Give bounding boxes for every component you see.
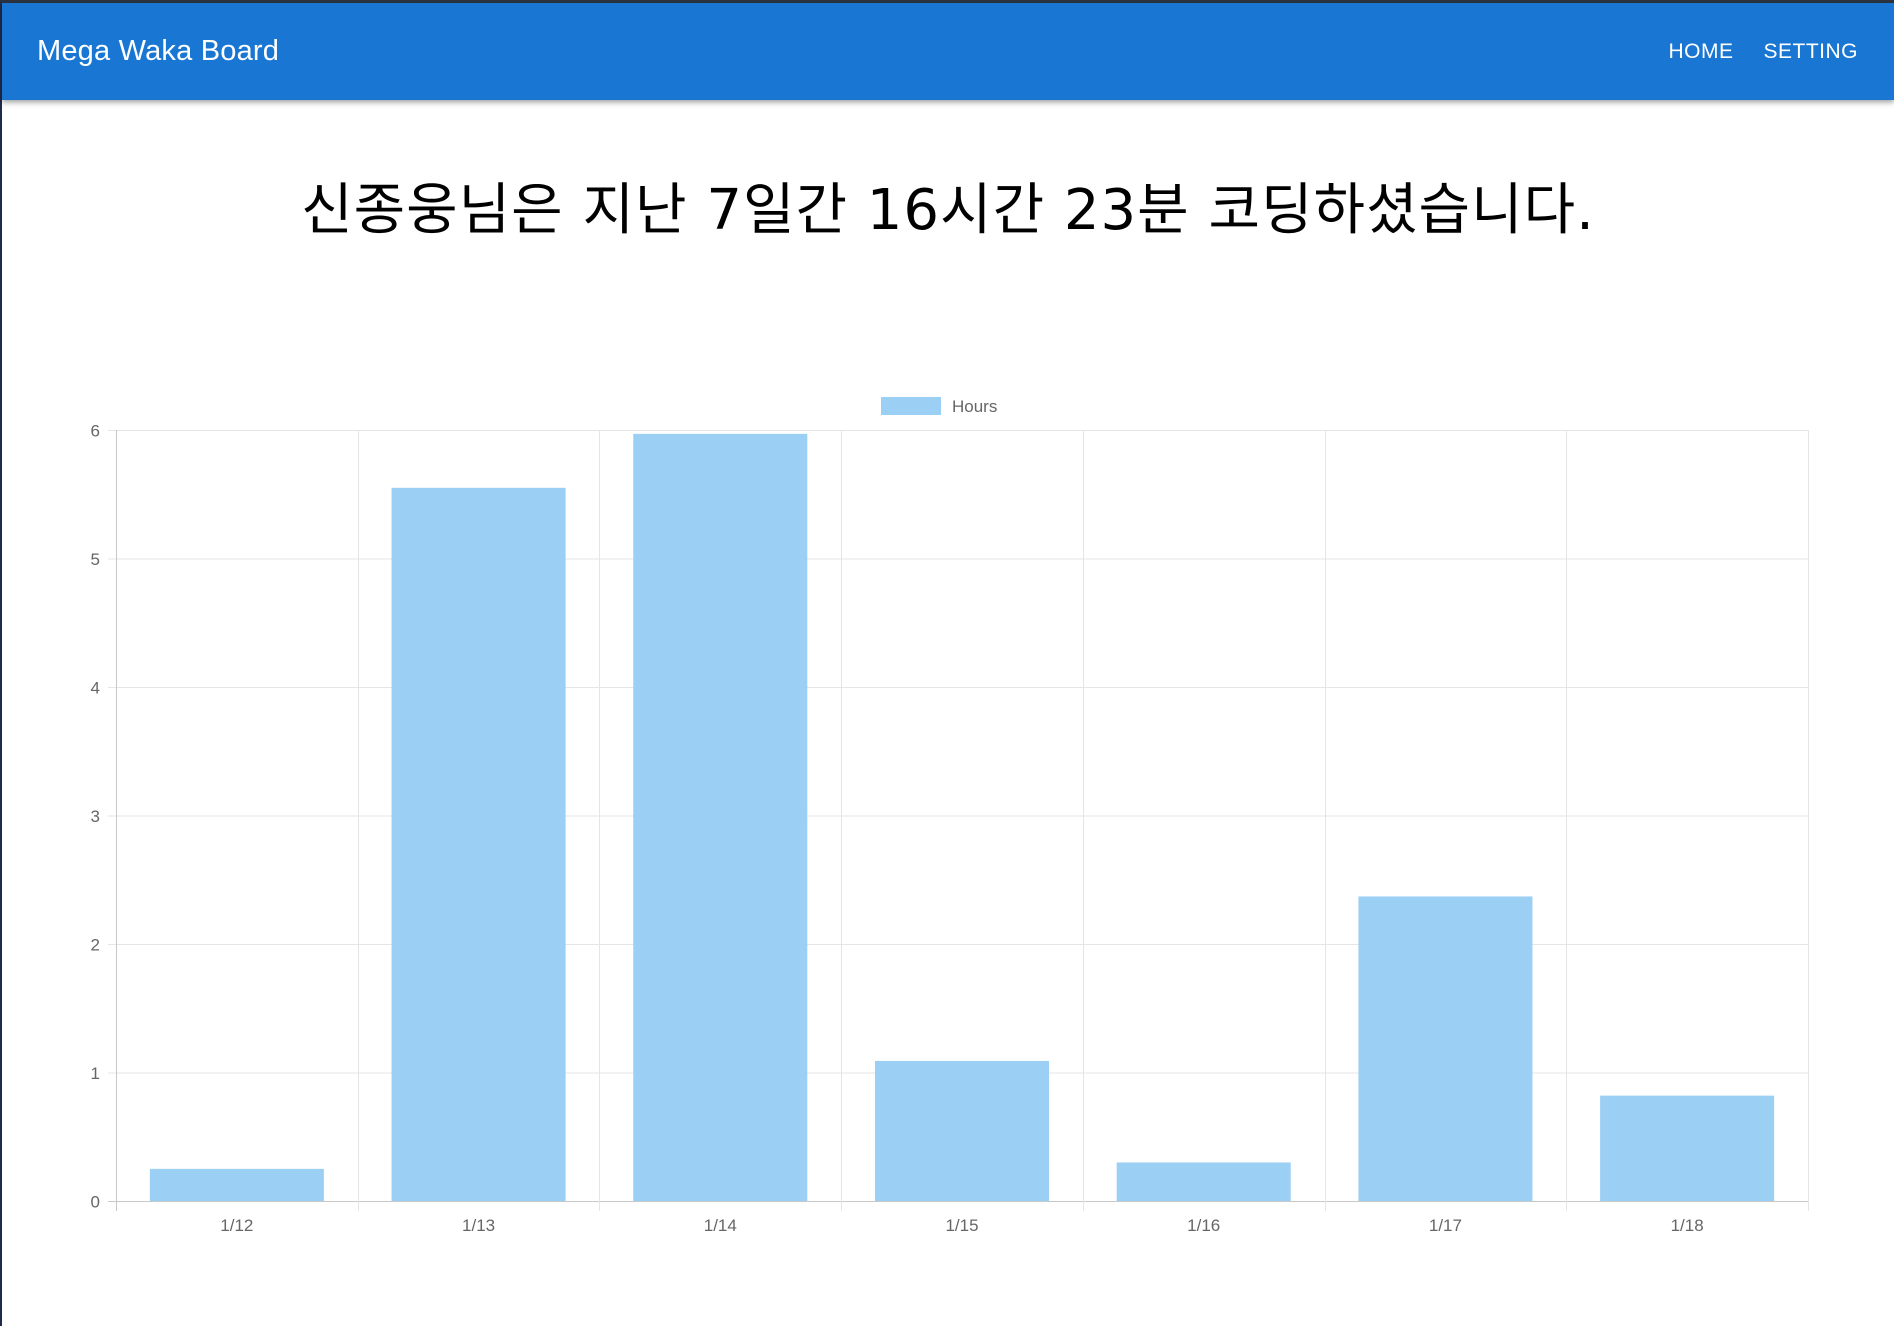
y-tick-label: 1 bbox=[91, 1064, 100, 1083]
y-tick-label: 3 bbox=[91, 807, 100, 826]
y-tick-label: 4 bbox=[91, 679, 100, 698]
y-tick-label: 6 bbox=[91, 422, 100, 441]
y-tick-label: 5 bbox=[91, 550, 100, 569]
x-tick-label: 1/15 bbox=[945, 1216, 978, 1235]
x-tick-label: 1/17 bbox=[1429, 1216, 1462, 1235]
nav-setting-button[interactable]: SETTING bbox=[1763, 39, 1858, 63]
bar-1-12 bbox=[149, 1168, 324, 1201]
legend-label: Hours bbox=[952, 397, 997, 416]
legend-swatch bbox=[881, 397, 941, 415]
x-tick-label: 1/14 bbox=[704, 1216, 737, 1235]
nav-menu: HOME SETTING bbox=[1668, 3, 1858, 100]
coding-summary-heading: 신종웅님은 지난 7일간 16시간 23분 코딩하셨습니다. bbox=[301, 178, 1595, 243]
hours-bar-chart: 0 1 2 3 4 5 6 1/12 1/13 1/14 1/15 1/16 1/17 1/18 Hours bbox=[2, 3, 1894, 1326]
nav-home-button[interactable]: HOME bbox=[1668, 39, 1734, 63]
bar-1-16 bbox=[1116, 1162, 1291, 1201]
x-tick-label: 1/16 bbox=[1187, 1216, 1220, 1235]
bar-1-17 bbox=[1358, 896, 1533, 1201]
bar-1-18 bbox=[1600, 1095, 1775, 1201]
chart-canvas: 0 1 2 3 4 5 6 1/12 1/13 1/14 1/15 1/16 1/17 1/18 Hours bbox=[91, 397, 1809, 1235]
x-tick-label: 1/18 bbox=[1671, 1216, 1704, 1235]
app-bar: Mega Waka Board HOME SETTING bbox=[2, 3, 1894, 100]
y-tick-label: 2 bbox=[91, 936, 100, 955]
bar-1-14 bbox=[633, 433, 808, 1202]
x-tick-label: 1/13 bbox=[462, 1216, 495, 1235]
y-tick-label: 0 bbox=[91, 1193, 100, 1212]
brand-title[interactable]: Mega Waka Board bbox=[37, 35, 280, 67]
bar-1-15 bbox=[874, 1060, 1050, 1201]
x-tick-label: 1/12 bbox=[220, 1216, 253, 1235]
bar-1-13 bbox=[391, 487, 566, 1201]
